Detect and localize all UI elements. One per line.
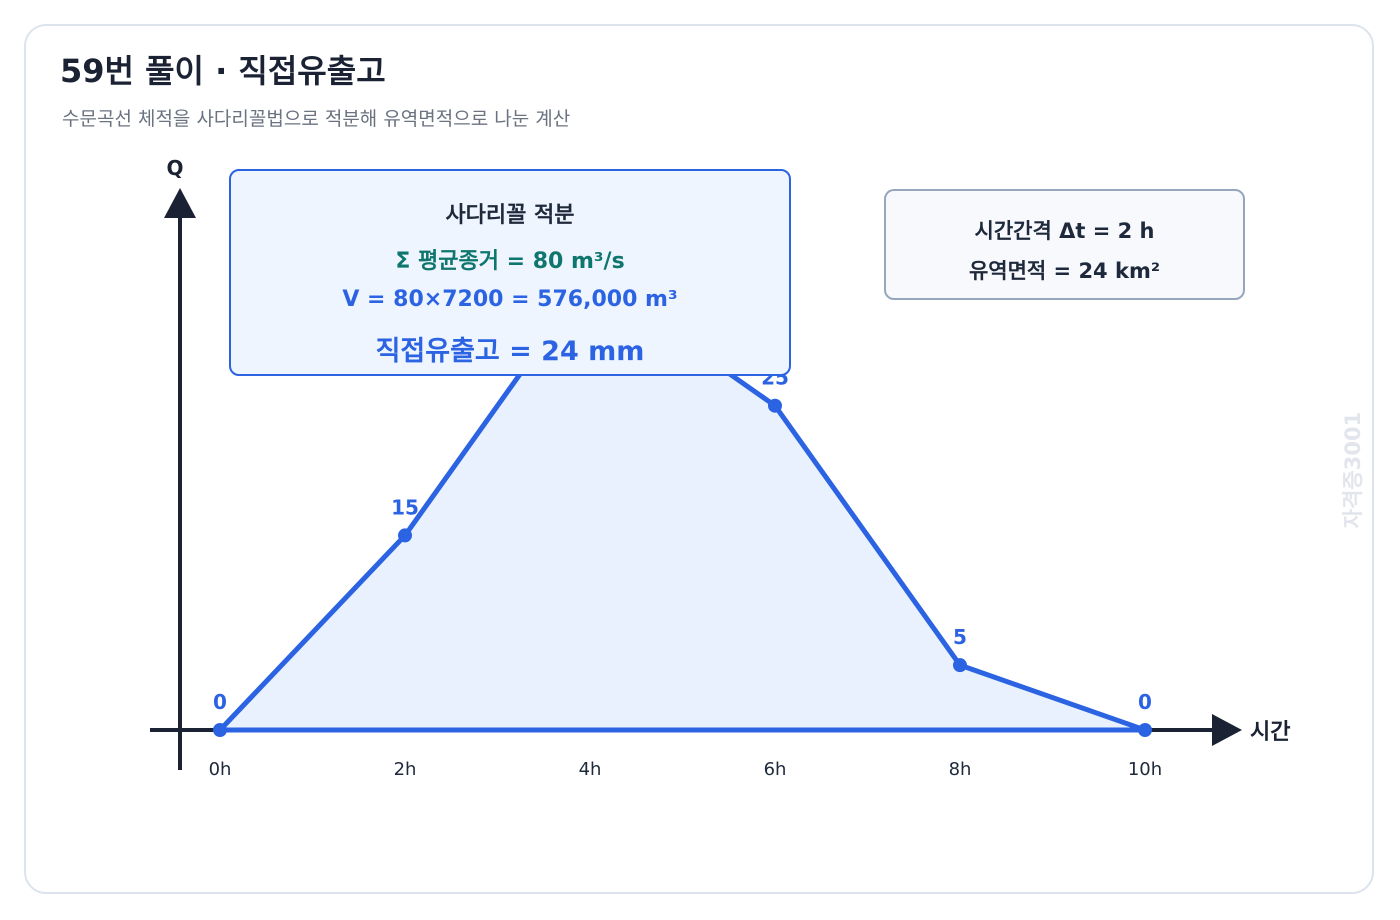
data-label: 0 (213, 690, 227, 714)
y-axis-arrow (164, 188, 196, 218)
data-label: 15 (391, 495, 419, 519)
data-label: 5 (953, 625, 967, 649)
page-subtitle: 수문곡선 체적을 사다리꼴법으로 적분해 유역면적으로 나눈 계산 (62, 108, 571, 130)
page-title: 59번 풀이 · 직접유출고 (60, 52, 386, 90)
watermark: 자격증3001 (1341, 411, 1365, 529)
hydrograph-area (220, 276, 1145, 730)
x-axis-arrow (1212, 714, 1242, 746)
x-tick-label: 0h (209, 759, 232, 780)
data-point (398, 528, 412, 543)
x-tick-label: 8h (949, 759, 972, 780)
calc-title: 사다리꼴 적분 (445, 203, 575, 228)
x-tick-label: 6h (764, 759, 787, 780)
data-point (213, 723, 227, 737)
calc-volume-line: V = 80×7200 = 576,000 m³ (342, 287, 678, 312)
data-point (953, 658, 967, 673)
y-axis-label: Q (166, 156, 183, 180)
x-tick-label: 4h (579, 759, 602, 780)
given-info-box: 시간간격 Δt = 2 h 유역면적 = 24 km² (884, 189, 1245, 300)
time-interval-line: 시간간격 Δt = 2 h (974, 219, 1155, 243)
data-label: 0 (1138, 690, 1152, 714)
watershed-area-line: 유역면적 = 24 km² (968, 259, 1161, 283)
calc-sum-line: Σ 평균종거 = 80 m³/s (395, 249, 625, 274)
x-axis-label: 시간 (1250, 720, 1290, 745)
data-point (768, 398, 782, 413)
x-tick-label: 10h (1128, 759, 1162, 780)
calc-result-line: 직접유출고 = 24 mm (375, 336, 645, 367)
trapezoid-calc-box: 사다리꼴 적분 Σ 평균종거 = 80 m³/s V = 80×7200 = 5… (229, 169, 791, 376)
data-point (1138, 723, 1152, 737)
x-tick-label: 2h (394, 759, 417, 780)
